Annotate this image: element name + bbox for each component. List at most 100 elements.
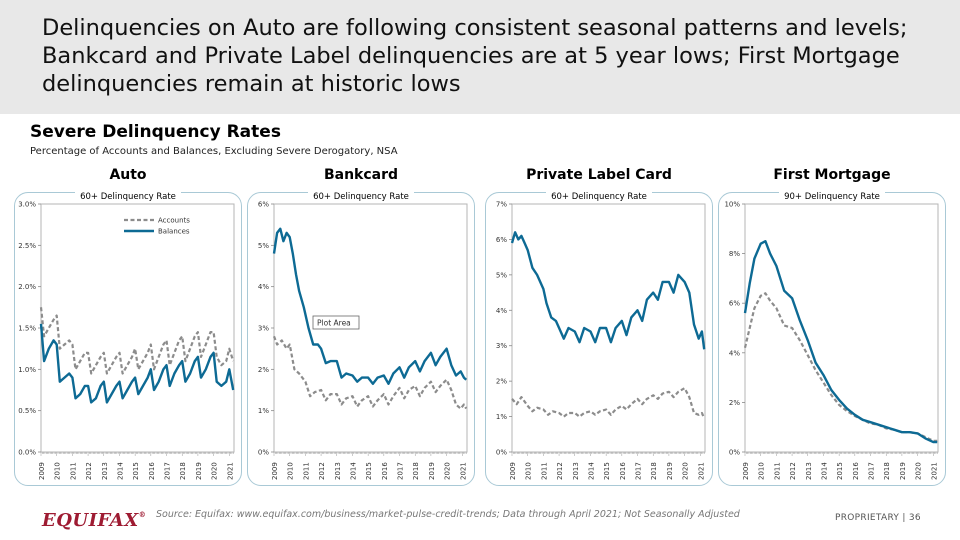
- bankcard-plot-area: [273, 203, 468, 453]
- first-mortgage-accounts-line: [743, 292, 938, 442]
- bankcard-y-tick-label: 1%: [258, 407, 269, 415]
- first-mortgage-chart-subtitle: 90+ Delinquency Rate: [779, 191, 885, 203]
- legend-label-accounts: Accounts: [158, 217, 190, 225]
- first-mortgage-x-tick-label: 2017: [868, 462, 876, 480]
- private-label-plot-area: [511, 203, 706, 453]
- first-mortgage-balances-line: [743, 240, 938, 444]
- private-label-y-tick-label: 1%: [496, 413, 507, 421]
- private-label-accounts-line: [511, 387, 706, 419]
- auto-accounts-line: [39, 307, 235, 375]
- auto-balances-line: [39, 323, 235, 404]
- bankcard-x-tick-label: 2019: [428, 462, 436, 480]
- auto-chart: 0.0% 0.5% 1.0% 1.5% 2.0% 2.5% 3.0% 2009 2010 2011…: [18, 201, 235, 480]
- private-label-x-tick-label: 2012: [556, 462, 564, 480]
- section-subtitle: Percentage of Accounts and Balances, Exc…: [30, 146, 398, 157]
- auto-y-tick-label: 1.5%: [18, 325, 36, 333]
- auto-x-tick-label: 2020: [211, 462, 219, 480]
- bankcard-x-tick-label: 2013: [334, 462, 342, 480]
- bankcard-y-tick-label: 3%: [258, 325, 269, 333]
- first-mortgage-x-tick-label: 2021: [930, 462, 938, 480]
- auto-x-tick-label: 2017: [164, 462, 172, 480]
- first-mortgage-x-tick-label: 2015: [836, 462, 844, 480]
- section-title: Severe Delinquency Rates: [30, 122, 281, 142]
- equifax-logo: EQUIFAX®: [42, 510, 146, 531]
- bankcard-y-tick-label: 0%: [258, 449, 269, 457]
- plot-area-tooltip-label: Plot Area: [317, 319, 351, 328]
- bankcard-x-tick-label: 2018: [412, 462, 420, 480]
- first-mortgage-y-tick-label: 2%: [729, 399, 740, 407]
- bankcard-x-tick-label: 2011: [302, 462, 310, 480]
- first-mortgage-x-tick-label: 2018: [883, 462, 891, 480]
- first-mortgage-y-tick-label: 8%: [729, 250, 740, 258]
- auto-x-tick-label: 2013: [101, 462, 109, 480]
- auto-x-tick-label: 2011: [69, 462, 77, 480]
- bankcard-balances-line: [272, 227, 468, 386]
- plot-area-tooltip-box: [312, 315, 360, 330]
- bankcard-x-tick-label: 2015: [365, 462, 373, 480]
- private-label-x-tick-label: 2015: [603, 462, 611, 480]
- bankcard-y-tick-label: 6%: [258, 201, 269, 209]
- auto-plot-area: [40, 203, 235, 453]
- first-mortgage-x-tick-label: 2014: [820, 462, 828, 480]
- private-label-y-tick-label: 3%: [496, 342, 507, 350]
- private-label-y-tick-label: 0%: [496, 449, 507, 457]
- first-mortgage-y-tick-label: 10%: [724, 201, 740, 209]
- private-label-y-tick-label: 6%: [496, 236, 507, 244]
- auto-y-tick-label: 3.0%: [18, 201, 36, 209]
- first-mortgage-chart-title: First Mortgage: [773, 167, 891, 183]
- private-label-chart: 0% 1% 2% 3% 4% 5% 6% 7% 2009 2010 2011 2012 2013 2014…: [496, 201, 706, 480]
- bankcard-y-tick-label: 5%: [258, 242, 269, 250]
- first-mortgage-x-tick-label: 2010: [758, 462, 766, 480]
- bankcard-chart-subtitle: 60+ Delinquency Rate: [308, 191, 414, 203]
- auto-chart-subtitle: 60+ Delinquency Rate: [75, 191, 181, 203]
- first-mortgage-x-tick-label: 2009: [742, 462, 750, 480]
- source-note: Source: Equifax: www.equifax.com/busines…: [156, 509, 740, 520]
- auto-y-tick-label: 0.5%: [18, 407, 36, 415]
- proprietary-page-number: PROPRIETARY | 36: [835, 513, 921, 523]
- bankcard-chart: 0% 1% 2% 3% 4% 5% 6% 2009 2010 2011 2012 2013 2014 20…: [258, 201, 468, 480]
- private-label-y-tick-label: 4%: [496, 307, 507, 315]
- auto-y-tick-label: 1.0%: [18, 366, 36, 374]
- auto-x-tick-label: 2019: [195, 462, 203, 480]
- private-label-y-tick-label: 5%: [496, 271, 507, 279]
- bankcard-chart-title: Bankcard: [323, 167, 399, 183]
- legend-label-balances: Balances: [158, 228, 190, 236]
- first-mortgage-y-tick-label: 4%: [729, 349, 740, 357]
- first-mortgage-panel-header: First Mortgage 90+ Delinquency Rate: [718, 166, 946, 203]
- first-mortgage-y-tick-label: 0%: [729, 449, 740, 457]
- first-mortgage-x-tick-label: 2012: [789, 462, 797, 480]
- auto-chart-title: Auto: [109, 167, 147, 183]
- first-mortgage-x-tick-label: 2019: [899, 462, 907, 480]
- auto-x-tick-label: 2021: [226, 462, 234, 480]
- auto-x-tick-label: 2010: [54, 462, 62, 480]
- bankcard-x-tick-label: 2016: [381, 462, 389, 480]
- bankcard-y-tick-label: 4%: [258, 283, 269, 291]
- private-label-x-tick-label: 2021: [697, 462, 705, 480]
- first-mortgage-x-tick-label: 2013: [805, 462, 813, 480]
- private-label-panel-header: Private Label Card 60+ Delinquency Rate: [485, 166, 713, 203]
- private-label-x-tick-label: 2010: [525, 462, 533, 480]
- auto-x-tick-label: 2009: [38, 462, 46, 480]
- bankcard-panel-header: Bankcard 60+ Delinquency Rate: [247, 166, 475, 203]
- auto-x-tick-label: 2014: [116, 462, 124, 480]
- auto-x-tick-label: 2018: [179, 462, 187, 480]
- private-label-x-tick-label: 2016: [619, 462, 627, 480]
- auto-x-tick-label: 2012: [85, 462, 93, 480]
- auto-x-tick-label: 2016: [148, 462, 156, 480]
- auto-panel-header: Auto 60+ Delinquency Rate: [14, 166, 242, 203]
- bankcard-x-tick-label: 2009: [271, 462, 279, 480]
- first-mortgage-x-tick-label: 2011: [773, 462, 781, 480]
- bankcard-x-tick-label: 2014: [349, 462, 357, 480]
- registered-mark: ®: [138, 510, 147, 519]
- first-mortgage-x-tick-label: 2020: [915, 462, 923, 480]
- equifax-logo-text: EQUIFAX: [42, 510, 139, 531]
- bankcard-x-tick-label: 2017: [397, 462, 405, 480]
- bankcard-x-tick-label: 2010: [287, 462, 295, 480]
- first-mortgage-plot-area: [744, 203, 939, 453]
- private-label-y-tick-label: 2%: [496, 378, 507, 386]
- private-label-chart-subtitle: 60+ Delinquency Rate: [546, 191, 652, 203]
- private-label-balances-line: [510, 231, 706, 350]
- bankcard-x-tick-label: 2021: [459, 462, 467, 480]
- private-label-y-tick-label: 7%: [496, 201, 507, 209]
- private-label-x-tick-label: 2017: [635, 462, 643, 480]
